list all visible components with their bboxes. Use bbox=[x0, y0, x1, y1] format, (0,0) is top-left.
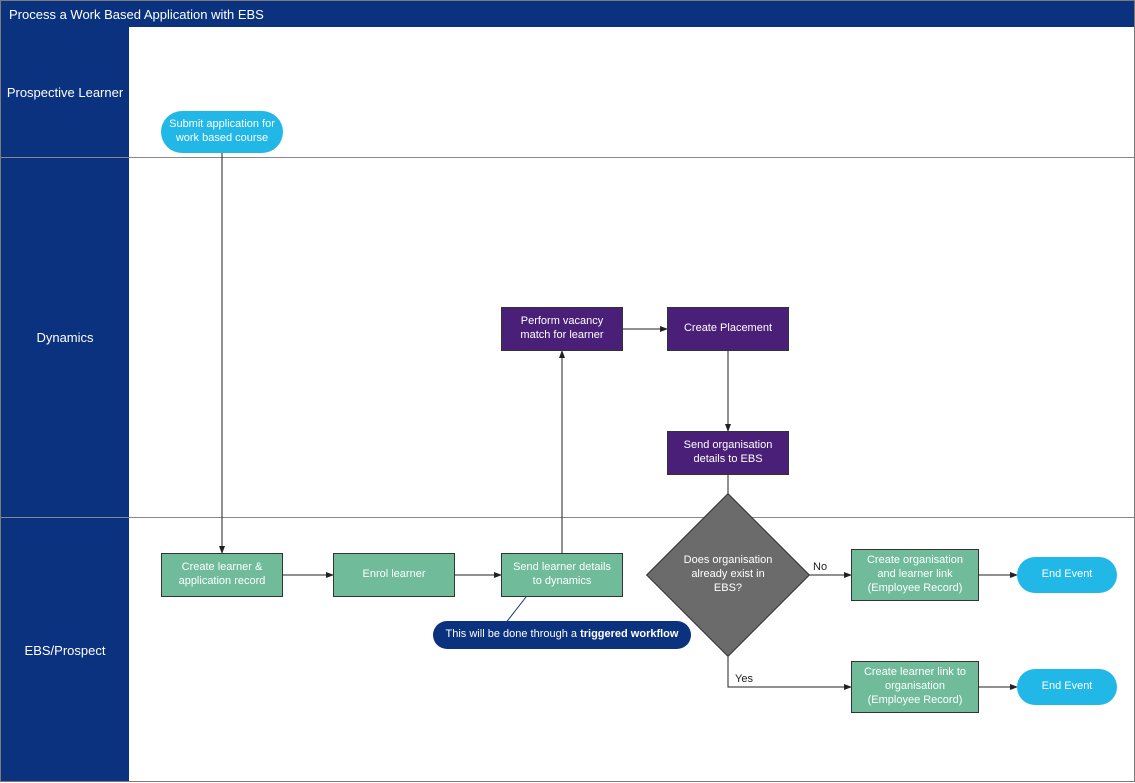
node-create-org-link: Create organisation and learner link (Em… bbox=[851, 549, 979, 601]
node-create-learner: Create learner & application record bbox=[161, 553, 283, 597]
title-bar: Process a Work Based Application with EB… bbox=[1, 1, 1134, 27]
lane-label-ebs: EBS/Prospect bbox=[1, 517, 129, 783]
workflow-note: This will be done through a triggered wo… bbox=[433, 621, 691, 649]
node-send-org: Send organisation details to EBS bbox=[667, 431, 789, 475]
node-create-placement: Create Placement bbox=[667, 307, 789, 351]
lane-label-dynamics: Dynamics bbox=[1, 157, 129, 517]
end-node-1: End Event bbox=[1017, 557, 1117, 593]
node-send-learner: Send learner details to dynamics bbox=[501, 553, 623, 597]
edge-label-yes: Yes bbox=[735, 673, 753, 685]
node-enrol-learner: Enrol learner bbox=[333, 553, 455, 597]
node-vacancy-match: Perform vacancy match for learner bbox=[501, 307, 623, 351]
lane-divider-2 bbox=[1, 517, 1134, 518]
node-create-learner-link: Create learner link to organisation (Emp… bbox=[851, 661, 979, 713]
lane-divider-1 bbox=[1, 157, 1134, 158]
end-node-2: End Event bbox=[1017, 669, 1117, 705]
diagram-title: Process a Work Based Application with EB… bbox=[9, 7, 264, 22]
start-node: Submit application for work based course bbox=[161, 111, 283, 153]
lane-label-prospective: Prospective Learner bbox=[1, 27, 129, 157]
diagram-frame: Process a Work Based Application with EB… bbox=[0, 0, 1135, 782]
edge-label-no: No bbox=[813, 561, 827, 573]
decision-org-exists: Does organisation already exist in EBS? bbox=[670, 517, 786, 633]
